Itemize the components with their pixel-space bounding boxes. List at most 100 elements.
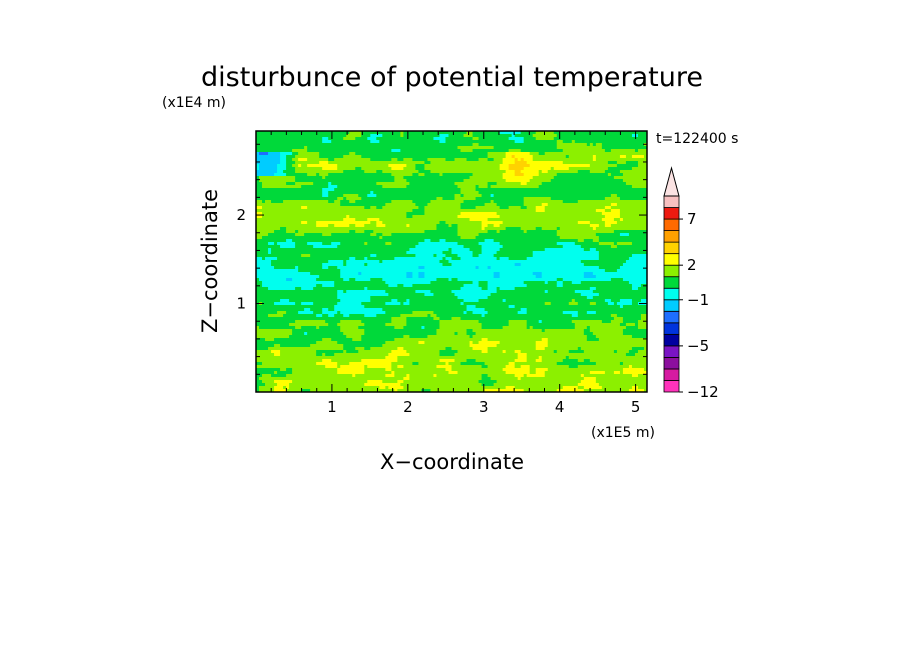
field-cell [376,206,383,210]
field-cell [403,176,471,180]
field-cell [526,374,546,378]
field-cell [451,263,516,267]
field-cell [562,311,579,315]
field-cell [256,278,260,282]
field-cell [430,239,441,243]
field-cell [616,245,647,249]
field-cell [472,149,510,153]
field-cell [451,365,483,369]
field-cell [493,275,501,279]
field-cell [370,134,383,138]
field-cell [493,383,579,387]
field-cell [520,182,528,186]
field-cell [385,323,407,327]
field-cell [589,326,627,330]
field-cell [385,368,392,372]
colorbar-segment [663,253,680,266]
field-cell [526,161,564,165]
field-cell [358,350,392,354]
field-cell [349,224,356,228]
field-cell [262,302,275,306]
field-cell [514,263,522,267]
field-cell [553,350,558,354]
field-cell [460,257,498,261]
field-cell [556,242,576,246]
field-cell [436,227,459,231]
field-cell [349,230,356,234]
field-cell [427,203,462,207]
field-cell [610,278,624,282]
field-cell [277,383,290,387]
field-cell [487,155,507,159]
field-cell [364,287,368,291]
field-cell [544,152,647,156]
field-cell [619,215,647,219]
field-cell [367,242,386,246]
field-cell [598,239,647,243]
field-cell [463,311,468,315]
field-cell [475,188,647,192]
field-cell [457,278,558,282]
field-cell [583,377,597,381]
field-cell [595,158,647,162]
field-cell [382,278,438,282]
field-cell [505,227,522,231]
field-cell [625,155,633,159]
field-cell [289,386,380,390]
field-cell [481,350,489,354]
field-cell [400,131,404,135]
field-cell [343,332,365,336]
field-cell [553,167,570,171]
field-cell [514,161,528,165]
field-cell [388,284,398,288]
field-cell [556,140,564,144]
field-cell [529,368,537,372]
field-cell [262,281,335,285]
field-cell [433,311,465,315]
field-cell [436,332,456,336]
field-cell [589,164,618,168]
field-cell [292,239,426,243]
field-cell [514,350,522,354]
field-cell [256,146,305,150]
field-cell [319,326,341,330]
field-cell [364,365,368,369]
field-cell [403,377,410,381]
field-cell [487,365,507,369]
field-cell [610,209,621,213]
field-cell [457,350,483,354]
field-cell [574,140,647,144]
field-cell [421,326,426,330]
field-cell [622,173,647,177]
field-cell [481,224,489,228]
field-cell [484,227,507,231]
field-cell [385,203,417,207]
field-cell [256,317,392,321]
y-axis-ticks: 12 [236,143,647,375]
field-cell [433,374,438,378]
field-cell [298,311,314,315]
field-cell [298,152,320,156]
field-cell [583,389,630,392]
field-cell [547,338,588,342]
field-cell [328,260,344,264]
field-cell [439,260,450,264]
field-cell [385,386,389,390]
field-cell [523,374,528,378]
field-cell [349,200,356,204]
field-cell [466,329,474,333]
field-cell [514,359,528,363]
field-cell [256,167,260,171]
field-cell [295,266,299,270]
field-cell [418,362,447,366]
field-cell [343,347,356,351]
field-cell [424,293,435,297]
field-cell [334,305,365,309]
field-cell [454,353,519,357]
field-cell [301,206,308,210]
field-cell [541,182,627,186]
field-cell [256,341,317,345]
field-cell [481,287,489,291]
field-cell [256,191,323,195]
field-cell [622,317,642,321]
